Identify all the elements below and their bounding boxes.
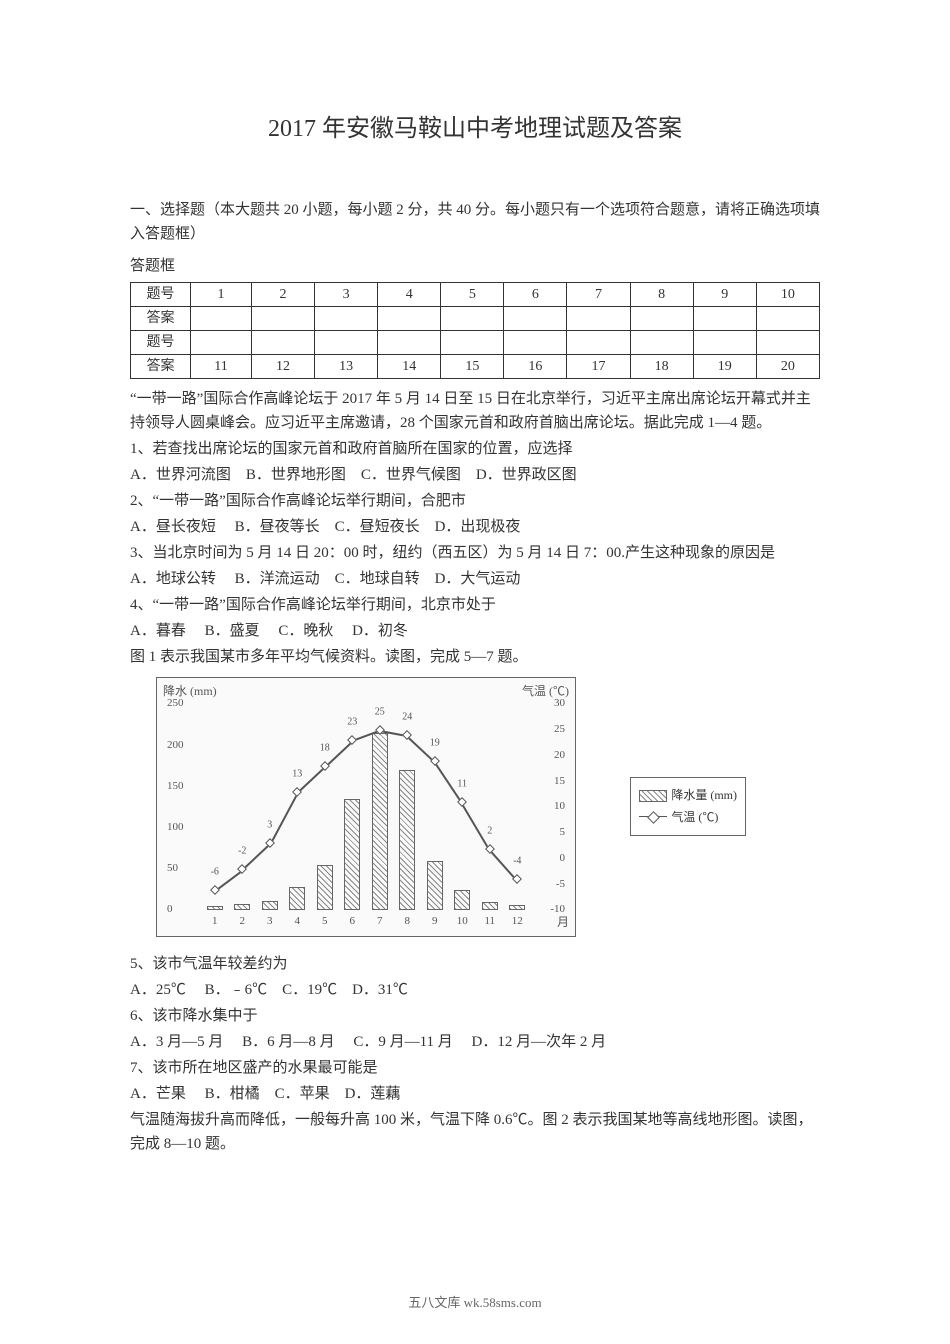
x-tick: 8 bbox=[405, 913, 411, 931]
temp-value-label: 2 bbox=[487, 823, 492, 839]
y-left-tick: 150 bbox=[167, 778, 184, 796]
row-header-1: 题号 1 2 3 4 5 6 7 8 9 10 bbox=[131, 283, 820, 307]
question-5: 5、该市气温年较差约为 bbox=[130, 952, 820, 976]
y-right-tick: 30 bbox=[554, 696, 565, 714]
climate-chart: 降水 (mm) 气温 (℃) 月 050100150200250-10-5051… bbox=[156, 677, 736, 937]
row-answers-2: 答案 11 12 13 14 15 16 17 18 19 20 bbox=[131, 355, 820, 379]
precip-bar bbox=[344, 799, 360, 910]
precip-bar bbox=[482, 902, 498, 910]
options-4: A．暮春 B．盛夏 C．晚秋 D．初冬 bbox=[130, 619, 820, 643]
chart-plot-area: 降水 (mm) 气温 (℃) 月 050100150200250-10-5051… bbox=[156, 677, 576, 937]
x-tick: 11 bbox=[484, 913, 495, 931]
question-4: 4、“一带一路”国际合作高峰论坛举行期间，北京市处于 bbox=[130, 593, 820, 617]
x-tick: 5 bbox=[322, 913, 328, 931]
row-answers-1: 答案 bbox=[131, 307, 820, 331]
precip-bar bbox=[454, 890, 470, 911]
row-header-2: 题号 bbox=[131, 331, 820, 355]
options-2: A．昼长夜短 B．昼夜等长 C．昼短夜长 D．出现极夜 bbox=[130, 515, 820, 539]
temp-value-label: 3 bbox=[267, 818, 272, 834]
question-3: 3、当北京时间为 5 月 14 日 20：00 时，纽约（西五区）为 5 月 1… bbox=[130, 541, 820, 565]
precip-bar bbox=[289, 887, 305, 910]
options-6: A．3 月—5 月 B．6 月—8 月 C．9 月—11 月 D．12 月—次年… bbox=[130, 1030, 820, 1054]
temp-value-label: -4 bbox=[513, 854, 521, 870]
x-tick: 3 bbox=[267, 913, 273, 931]
temp-value-label: 24 bbox=[402, 710, 412, 726]
options-1: A．世界河流图 B．世界地形图 C．世界气候图 D．世界政区图 bbox=[130, 463, 820, 487]
precip-bar bbox=[427, 861, 443, 910]
legend-precip-label: 降水量 (mm) bbox=[671, 786, 737, 805]
y-left-tick: 250 bbox=[167, 696, 184, 714]
hatch-swatch-icon bbox=[639, 790, 667, 802]
x-tick: 7 bbox=[377, 913, 383, 931]
legend-temp-label: 气温 (℃) bbox=[671, 808, 718, 827]
line-swatch-icon bbox=[639, 811, 667, 823]
y-right-tick: 0 bbox=[560, 850, 566, 868]
x-tick: 9 bbox=[432, 913, 438, 931]
y-right-tick: 10 bbox=[554, 799, 565, 817]
precip-bar bbox=[509, 905, 525, 910]
answer-box-label: 答题框 bbox=[130, 254, 820, 278]
precip-bar bbox=[262, 901, 278, 911]
question-7: 7、该市所在地区盛产的水果最可能是 bbox=[130, 1056, 820, 1080]
temp-value-label: 13 bbox=[292, 766, 302, 782]
temp-value-label: -2 bbox=[238, 844, 246, 860]
x-tick: 2 bbox=[240, 913, 246, 931]
y-right-tick: -10 bbox=[550, 902, 565, 920]
temp-value-label: 23 bbox=[347, 715, 357, 731]
precip-bar bbox=[399, 770, 415, 910]
x-tick: 6 bbox=[350, 913, 356, 931]
y-left-tick: 100 bbox=[167, 819, 184, 837]
options-5: A．25℃ B．﹣6℃ C．19℃ D．31℃ bbox=[130, 978, 820, 1002]
row-label: 题号 bbox=[131, 331, 191, 355]
row-label: 答案 bbox=[131, 307, 191, 331]
y-left-tick: 50 bbox=[167, 860, 178, 878]
y-right-tick: -5 bbox=[556, 876, 565, 894]
section-instruction: 一、选择题（本大题共 20 小题，每小题 2 分，共 40 分。每小题只有一个选… bbox=[130, 198, 820, 246]
options-3: A．地球公转 B．洋流运动 C．地球自转 D．大气运动 bbox=[130, 567, 820, 591]
legend-precip: 降水量 (mm) bbox=[639, 786, 737, 805]
temp-line-segment bbox=[215, 869, 243, 891]
passage-2: 气温随海拔升高而降低，一般每升高 100 米，气温下降 0.6℃。图 2 表示我… bbox=[130, 1108, 820, 1156]
question-1: 1、若查找出席论坛的国家元首和政府首脑所在国家的位置，应选择 bbox=[130, 437, 820, 461]
temp-line-segment bbox=[270, 792, 299, 844]
answer-grid: 题号 1 2 3 4 5 6 7 8 9 10 答案 题号 答案 11 12 1… bbox=[130, 282, 820, 379]
precip-bar bbox=[207, 906, 223, 910]
precip-bar bbox=[372, 733, 388, 910]
temp-line-segment bbox=[461, 802, 490, 849]
temp-value-label: 11 bbox=[457, 777, 467, 793]
passage-1: “一带一路”国际合作高峰论坛于 2017 年 5 月 14 日至 15 日在北京… bbox=[130, 387, 820, 435]
legend-temp: 气温 (℃) bbox=[639, 808, 737, 827]
temp-marker bbox=[457, 797, 467, 807]
x-tick: 10 bbox=[457, 913, 468, 931]
temp-value-label: 25 bbox=[375, 705, 385, 721]
page-title: 2017 年安徽马鞍山中考地理试题及答案 bbox=[130, 110, 820, 148]
question-2: 2、“一带一路”国际合作高峰论坛举行期间，合肥市 bbox=[130, 489, 820, 513]
row-label: 题号 bbox=[131, 283, 191, 307]
y-right-tick: 25 bbox=[554, 721, 565, 739]
y-left-tick: 0 bbox=[167, 902, 173, 920]
precip-bar bbox=[317, 865, 333, 910]
y-right-tick: 20 bbox=[554, 747, 565, 765]
precip-bar bbox=[234, 904, 250, 911]
row-label: 答案 bbox=[131, 355, 191, 379]
question-6: 6、该市降水集中于 bbox=[130, 1004, 820, 1028]
temp-value-label: 19 bbox=[430, 735, 440, 751]
temp-value-label: 18 bbox=[320, 741, 330, 757]
temp-value-label: -6 bbox=[211, 864, 219, 880]
temp-marker bbox=[512, 875, 522, 885]
chart-intro: 图 1 表示我国某市多年平均气候资料。读图，完成 5—7 题。 bbox=[130, 645, 820, 669]
page-footer: 五八文库 wk.58sms.com bbox=[0, 1293, 950, 1314]
options-7: A．芒果 B．柑橘 C．苹果 D．莲藕 bbox=[130, 1082, 820, 1106]
x-tick: 4 bbox=[295, 913, 301, 931]
y-right-tick: 5 bbox=[560, 824, 566, 842]
y-right-tick: 15 bbox=[554, 773, 565, 791]
x-tick: 1 bbox=[212, 913, 218, 931]
chart-legend: 降水量 (mm) 气温 (℃) bbox=[630, 777, 746, 835]
temp-line-segment bbox=[242, 843, 271, 870]
y-left-tick: 200 bbox=[167, 737, 184, 755]
x-tick: 12 bbox=[512, 913, 523, 931]
